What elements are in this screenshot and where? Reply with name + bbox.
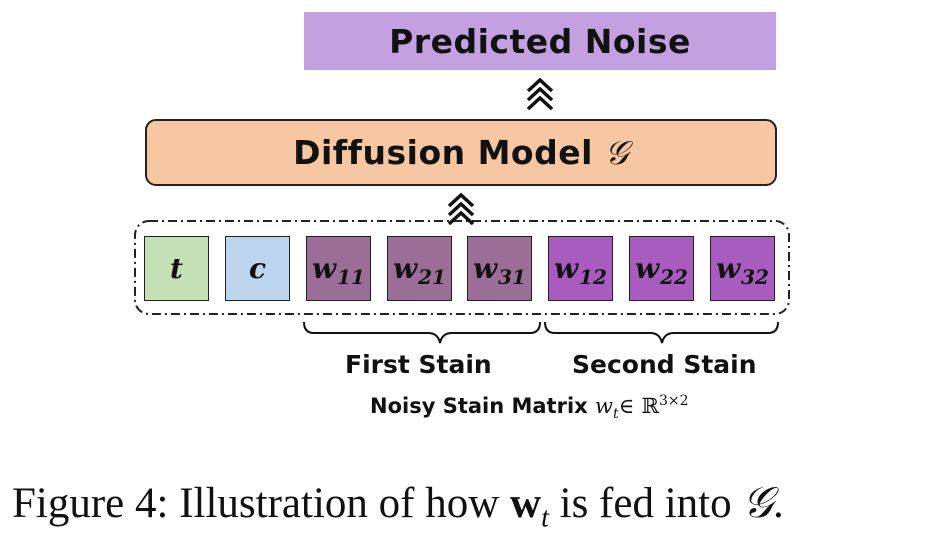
diffusion-model-box: Diffusion Model 𝒢 (145, 119, 777, 186)
figure-caption: Figure 4: Illustration of how wt is fed … (12, 480, 784, 534)
input-w11: w 11 (306, 236, 371, 301)
input-w22: w 22 (629, 236, 694, 301)
predicted-noise-label: Predicted Noise (389, 21, 691, 61)
second-stain-label: Second Stain (572, 350, 757, 379)
input-c: c (225, 236, 290, 301)
up-arrow-icon (526, 77, 554, 111)
input-w32: w 32 (710, 236, 775, 301)
up-arrow-icon-2 (447, 192, 475, 226)
input-w31: w 31 (467, 236, 532, 301)
input-w12: w 12 (548, 236, 613, 301)
first-stain-brace (303, 321, 541, 344)
predicted-noise-box: Predicted Noise (304, 12, 776, 70)
input-t: t (144, 236, 209, 301)
noisy-stain-matrix-label: Noisy Stain Matrix wt∈ ℝ3×2 (370, 393, 689, 423)
model-symbol: 𝒢 (604, 132, 629, 172)
input-w21: w 21 (387, 236, 452, 301)
diffusion-model-label: Diffusion Model 𝒢 (293, 132, 629, 172)
first-stain-label: First Stain (345, 350, 492, 379)
second-stain-brace (544, 321, 779, 344)
input-group-border (134, 220, 790, 315)
